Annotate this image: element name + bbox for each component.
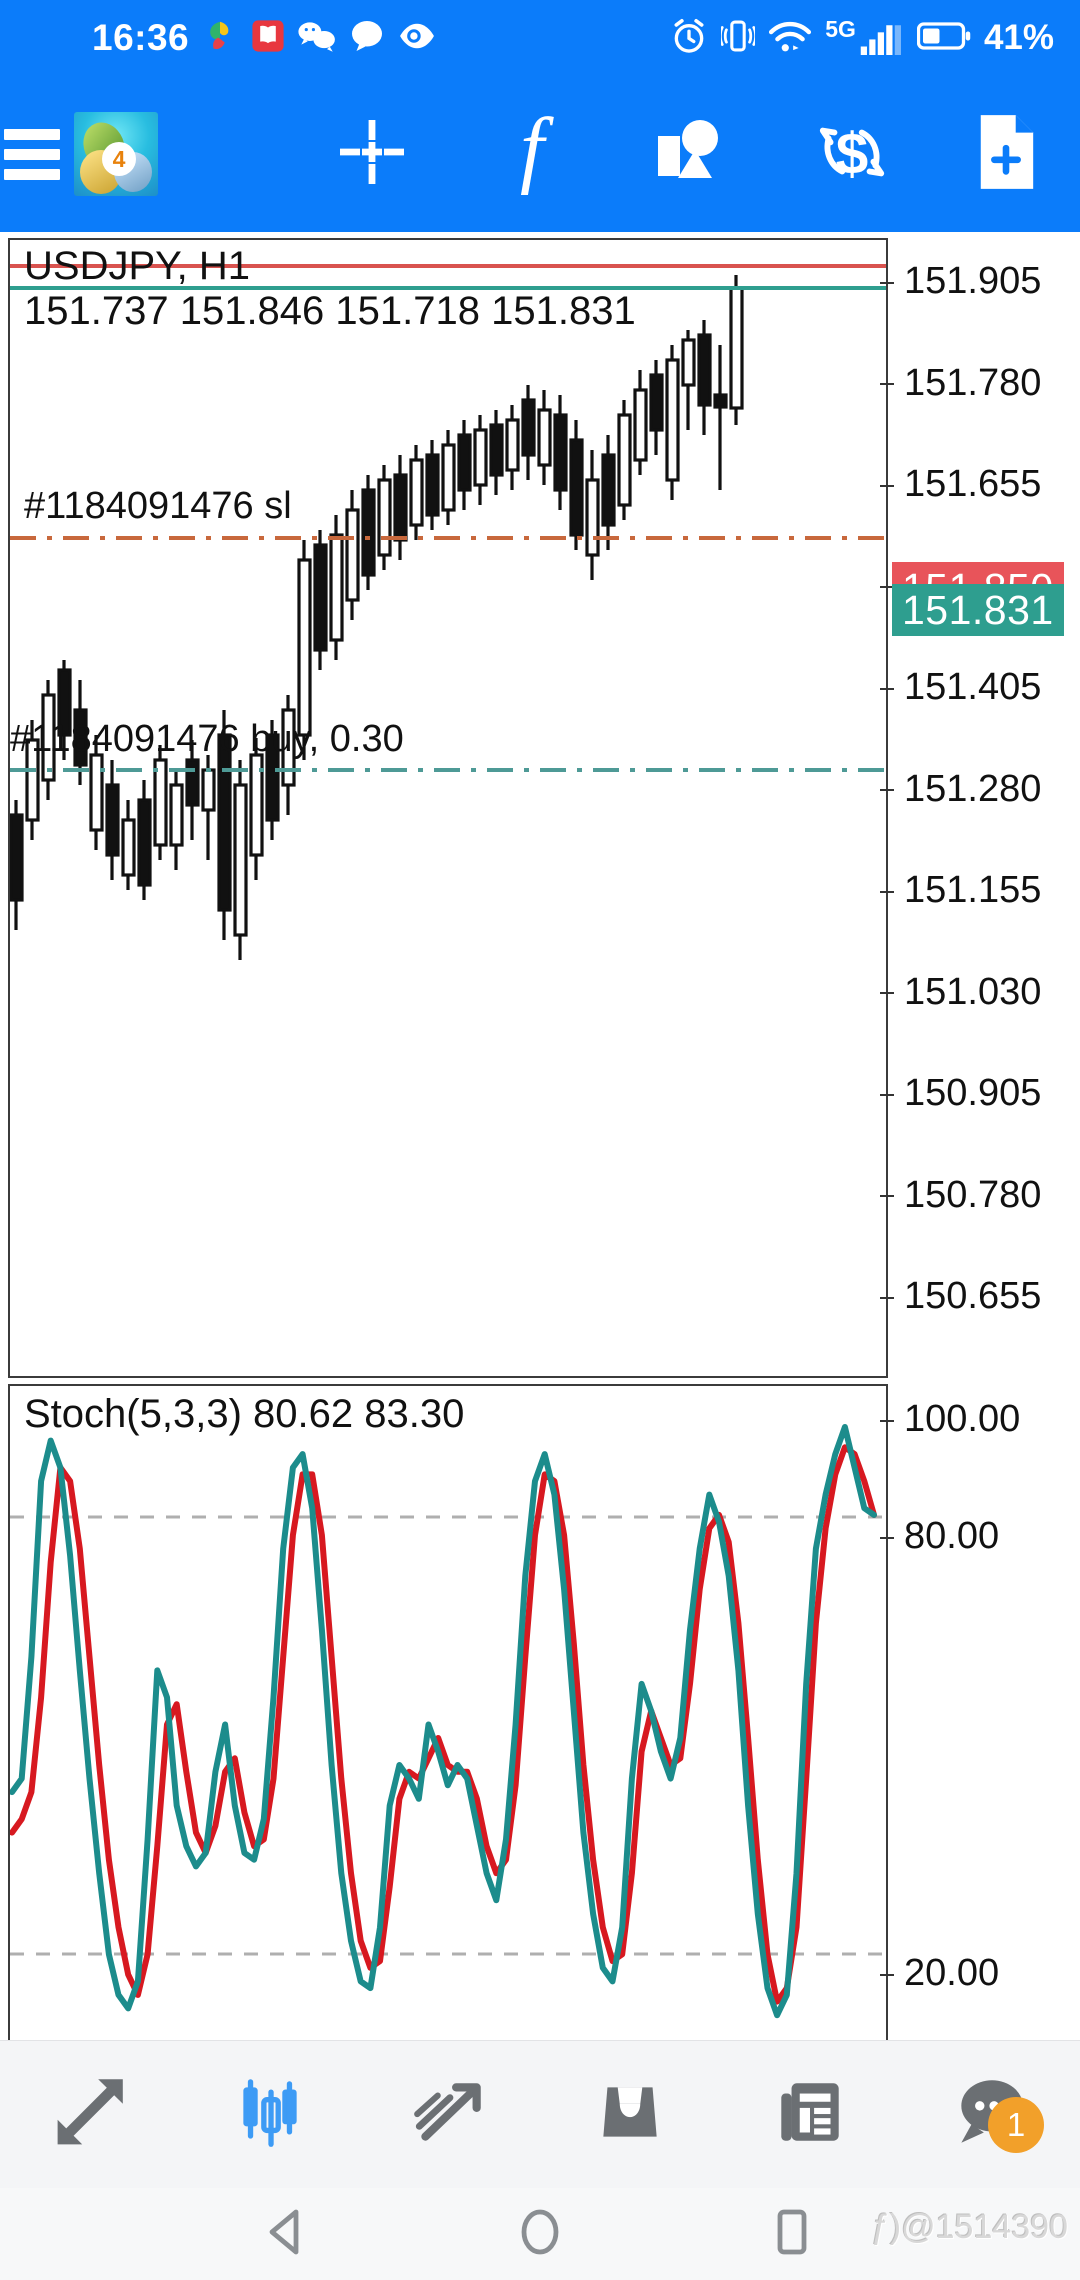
hamburger-menu-icon[interactable]	[4, 128, 60, 180]
price-tick-7: 151.030	[879, 970, 1042, 1014]
indicator-tick-0: 100.00	[879, 1398, 1021, 1441]
price-tick-4: 151.405	[879, 666, 1042, 709]
chart-symbol-label: USDJPY, H1	[24, 244, 251, 288]
messages-badge: 1	[988, 2096, 1044, 2153]
photos-icon	[201, 17, 239, 60]
indicator-tick-label: 100.00	[904, 1398, 1021, 1440]
watermark-label: ƒ)@1514390	[870, 2208, 1068, 2246]
price-tick-6: 151.155	[879, 869, 1042, 912]
nav-news[interactable]	[720, 2041, 900, 2189]
trend-arrow-icon	[409, 2071, 491, 2158]
crosshair-button[interactable]	[292, 76, 452, 232]
price-tick-1: 151.780	[879, 361, 1042, 405]
status-clock: 16:36	[92, 17, 190, 58]
toolbar-buttons: f $	[292, 76, 1080, 232]
price-tick-label: 151.280	[904, 767, 1042, 810]
android-back-button[interactable]	[262, 2206, 314, 2263]
android-recents-button[interactable]	[766, 2206, 818, 2263]
price-tick-label: 150.655	[904, 1275, 1042, 1317]
nav-charts[interactable]	[180, 2041, 360, 2189]
stochastic-d-line	[10, 1444, 877, 2005]
price-tick-label: 151.655	[904, 463, 1042, 505]
vibrate-icon	[719, 17, 758, 60]
new-order-button[interactable]	[932, 76, 1080, 232]
crosshair-icon	[336, 116, 408, 193]
bottom-navigation: 1	[0, 2040, 1080, 2188]
status-bar-left: 16:36	[92, 17, 437, 60]
function-f-icon: f	[501, 99, 563, 200]
chart-container[interactable]: USDJPY, H1 151.737 151.846 151.718 151.8…	[0, 232, 1080, 2232]
alarm-icon	[670, 17, 708, 60]
chart-header: USDJPY, H1 151.737 151.846 151.718 151.8…	[24, 244, 636, 334]
dollar-arrows-icon: $	[815, 113, 889, 196]
price-tick-0: 151.905	[879, 260, 1042, 303]
metatrader-logo[interactable]: 4	[74, 112, 158, 196]
android-home-button[interactable]	[514, 2206, 566, 2263]
battery-percent-label: 41%	[983, 18, 1054, 57]
price-tick-label: 151.030	[904, 970, 1042, 1013]
price-tick-10: 150.655	[879, 1275, 1042, 1318]
order-buy-label: #1184091476 buy, 0.30	[10, 718, 404, 760]
price-tick-label: 150.780	[904, 1173, 1042, 1216]
indicator-tick-label: 80.00	[904, 1515, 1000, 1557]
objects-icon	[654, 116, 730, 193]
stochastic-plot	[10, 1424, 886, 2019]
app-logo-badge: 4	[102, 142, 136, 176]
nav-trade[interactable]	[360, 2041, 540, 2189]
nav-messages[interactable]: 1	[900, 2041, 1080, 2189]
price-tick-label: 151.405	[904, 666, 1042, 708]
message-icon	[349, 19, 385, 58]
nav-quotes[interactable]	[0, 2041, 180, 2189]
price-tick-8: 150.905	[879, 1072, 1042, 1115]
status-bar-right: 5G 41%	[670, 16, 1054, 60]
trade-button[interactable]: $	[772, 76, 932, 232]
candlestick-icon	[229, 2071, 311, 2158]
indicator-tick-2: 20.00	[879, 1952, 1000, 1995]
order-sl-label: #1184091476 sl	[24, 485, 292, 527]
wifi-icon	[768, 17, 812, 60]
indicators-button[interactable]: f	[452, 76, 612, 232]
wechat-icon	[297, 19, 337, 58]
price-tick-5: 151.280	[879, 767, 1042, 811]
price-chart-pane[interactable]: USDJPY, H1 151.737 151.846 151.718 151.8…	[8, 238, 888, 1378]
android-navigation-bar	[0, 2188, 1080, 2280]
eye-icon	[397, 19, 437, 58]
price-tick-label: 151.155	[904, 869, 1042, 911]
indicator-tick-1: 80.00	[879, 1515, 1000, 1558]
price-tick-label: 151.905	[904, 260, 1042, 302]
inbox-icon	[589, 2071, 671, 2158]
objects-button[interactable]	[612, 76, 772, 232]
price-tick-label: 150.905	[904, 1072, 1042, 1114]
indicator-tick-label: 20.00	[904, 1952, 1000, 1994]
price-axis: 151.905151.780151.655151.530151.405151.2…	[879, 238, 1080, 1378]
signal-icon: 5G	[825, 16, 904, 55]
price-tick-label: 151.780	[904, 361, 1042, 404]
candlestick-plot: .wick{stroke:#111;stroke-width:3.2} .bod…	[10, 264, 886, 960]
bid-price-badge: 151.831	[892, 584, 1064, 636]
book-icon	[251, 18, 285, 59]
battery-icon	[916, 20, 971, 57]
svg-text:f: f	[520, 109, 554, 195]
quotes-arrows-icon	[49, 2071, 131, 2158]
status-bar: 16:36	[0, 0, 1080, 76]
stochastic-k-line	[10, 1424, 877, 2019]
nav-history[interactable]	[540, 2041, 720, 2189]
price-tick-2: 151.655	[879, 463, 1042, 506]
network-type-label: 5G	[825, 16, 856, 42]
document-plus-icon	[973, 111, 1039, 198]
newspaper-icon	[769, 2071, 851, 2158]
chart-ohlc-label: 151.737 151.846 151.718 151.831	[24, 288, 636, 333]
indicator-title-label: Stoch(5,3,3) 80.62 83.30	[24, 1392, 465, 1436]
app-toolbar: 4 f	[0, 76, 1080, 232]
price-tick-9: 150.780	[879, 1173, 1042, 1217]
